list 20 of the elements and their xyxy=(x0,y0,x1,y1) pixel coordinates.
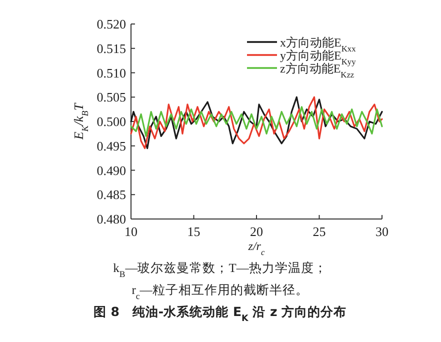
text: r$_{c}$—粒子相互作用的截断半径。 xyxy=(132,283,308,301)
x-tick-label: 20 xyxy=(250,224,263,239)
y-tick-label: 0.490 xyxy=(96,162,126,178)
y-tick-label: 0.495 xyxy=(96,138,126,154)
y-tick-label: 0.480 xyxy=(96,212,126,226)
caption: 图 8 纯油-水系统动能 E$_{K}$ 沿 z 方向的分布 xyxy=(93,304,347,324)
y-tick-label: 0.520 xyxy=(96,16,126,32)
y-tick-label: 0.510 xyxy=(96,65,126,80)
y-tick-label: 0.505 xyxy=(96,90,126,105)
line-series xyxy=(130,96,383,150)
x-tick-label: 15 xyxy=(187,224,200,239)
x-tick-label: 25 xyxy=(312,224,326,239)
y-tick-label: 0.500 xyxy=(96,114,126,129)
x-axis-title: z/r$_{c}$ xyxy=(247,239,265,256)
line-series xyxy=(130,106,383,137)
x-tick-label: 30 xyxy=(376,224,388,239)
y-tick-label: 0.485 xyxy=(96,187,126,202)
x-tick-label: 10 xyxy=(124,224,138,239)
text: k$_{B}$—玻尔兹曼常数；T—热力学温度； xyxy=(113,260,327,279)
y-tick-label: 0.515 xyxy=(96,40,126,56)
